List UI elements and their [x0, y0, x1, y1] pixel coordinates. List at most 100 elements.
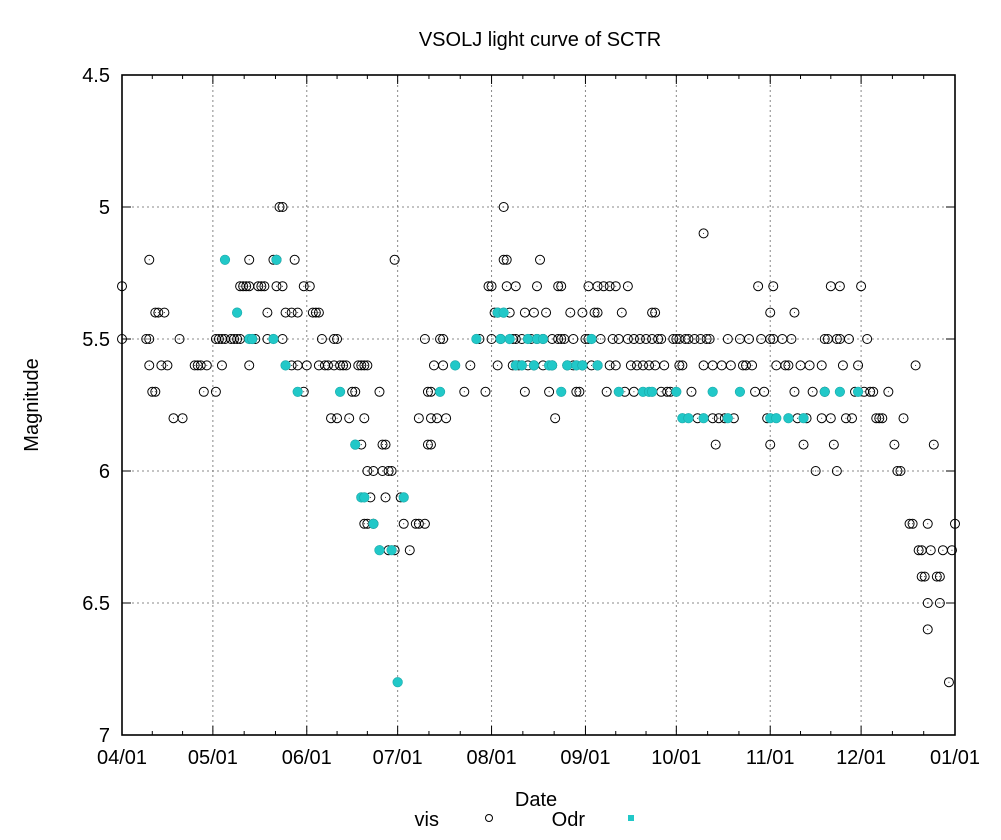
vis-point-center	[312, 312, 314, 314]
vis-point-center	[921, 576, 923, 578]
vis-point-center	[645, 338, 647, 340]
vis-point	[213, 334, 224, 344]
vis-point-center	[893, 444, 895, 446]
odr-point	[450, 360, 461, 371]
vis-point	[592, 307, 603, 318]
vis-point	[262, 307, 273, 318]
vis-point-center	[497, 364, 499, 366]
vis-point-center	[839, 338, 841, 340]
vis-point-center	[366, 470, 368, 472]
vis-point	[759, 386, 770, 397]
vis-point-center	[948, 681, 950, 683]
vis-point-center	[469, 364, 471, 366]
vis-point	[831, 466, 842, 476]
vis-point	[604, 360, 615, 371]
vis-point-center	[930, 549, 932, 551]
vis-point	[689, 334, 700, 344]
vis-point	[740, 360, 751, 371]
vis-point-center	[382, 470, 384, 472]
vis-point	[659, 360, 670, 371]
vis-point	[210, 386, 221, 397]
vis-point-center	[745, 364, 747, 366]
vis-point	[344, 413, 355, 424]
vis-point	[647, 307, 658, 318]
vis-point	[141, 334, 152, 344]
legend: vis Odr	[415, 809, 634, 831]
vis-point-center	[815, 470, 817, 472]
vis-point-center	[391, 470, 393, 472]
vis-point-center	[951, 549, 953, 551]
vis-point-center	[318, 364, 320, 366]
vis-point-center	[445, 417, 447, 419]
y-tick-label: 7	[99, 725, 110, 747]
vis-point	[386, 466, 397, 476]
vis-point	[144, 360, 155, 371]
vis-point	[677, 360, 688, 371]
vis-point	[765, 334, 776, 344]
vis-point	[232, 334, 243, 344]
vis-point	[650, 307, 661, 318]
vis-point-center	[712, 364, 714, 366]
vis-point-center	[385, 444, 387, 446]
legend-label-vis: vis	[415, 809, 439, 831]
vis-point-center	[182, 417, 184, 419]
vis-point	[535, 254, 546, 265]
vis-point-center	[678, 338, 680, 340]
vis-point	[486, 281, 497, 292]
vis-point-center	[357, 364, 359, 366]
vis-point-center	[909, 523, 911, 525]
vis-point-center	[551, 338, 553, 340]
vis-point	[244, 254, 255, 265]
vis-point-center	[609, 285, 611, 287]
vis-point-center	[221, 338, 223, 340]
vis-point	[622, 334, 633, 344]
vis-point	[704, 334, 715, 344]
vis-point-center	[515, 285, 517, 287]
vis-point-center	[378, 391, 380, 393]
odr-point	[392, 677, 403, 688]
vis-point-center	[581, 312, 583, 314]
vis-point	[616, 307, 627, 318]
vis-point	[256, 281, 267, 292]
vis-point-center	[160, 364, 162, 366]
vis-point	[216, 360, 227, 371]
vis-point	[847, 413, 858, 424]
vis-point-center	[939, 576, 941, 578]
odr-point	[783, 413, 794, 424]
vis-point-center	[915, 364, 917, 366]
vis-point-center	[866, 338, 868, 340]
vis-point-center	[872, 391, 874, 393]
vis-point-center	[639, 338, 641, 340]
vis-point-center	[712, 417, 714, 419]
vis-point	[383, 466, 394, 476]
vis-point	[438, 334, 449, 344]
vis-point	[753, 281, 764, 292]
vis-point-center	[351, 391, 353, 393]
vis-point-center	[424, 338, 426, 340]
vis-point-center	[612, 338, 614, 340]
vis-point	[589, 307, 600, 318]
vis-point-center	[439, 338, 441, 340]
vis-point-center	[527, 364, 529, 366]
x-tick-label: 11/01	[746, 747, 795, 769]
vis-point	[147, 386, 158, 397]
odr-point	[386, 545, 397, 556]
vis-point-center	[536, 285, 538, 287]
odr-point	[698, 413, 709, 424]
vis-point-center	[769, 312, 771, 314]
vis-point	[553, 334, 564, 344]
vis-point-center	[148, 364, 150, 366]
vis-point-center	[839, 285, 841, 287]
vis-point	[934, 571, 945, 582]
odr-point	[522, 333, 533, 345]
vis-point	[389, 254, 400, 265]
vis-point	[889, 439, 900, 450]
vis-point-center	[706, 338, 708, 340]
vis-point	[498, 254, 509, 265]
vis-point	[631, 360, 642, 371]
vis-point	[425, 413, 436, 424]
vis-point-center	[857, 364, 859, 366]
odr-point	[280, 360, 291, 371]
vis-point-center	[715, 444, 717, 446]
y-tick-label: 6	[99, 461, 110, 483]
